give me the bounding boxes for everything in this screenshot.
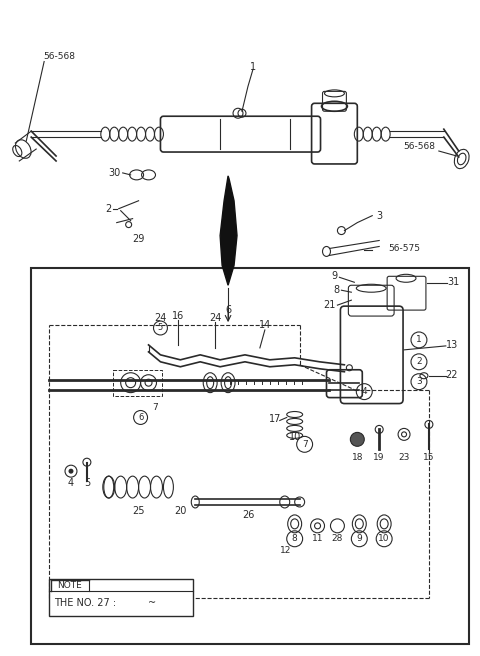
Text: 20: 20 (174, 506, 187, 516)
Text: 19: 19 (373, 453, 385, 462)
Text: 13: 13 (445, 340, 458, 350)
Text: 4: 4 (68, 478, 74, 488)
Text: 10: 10 (288, 432, 301, 442)
Text: 18: 18 (351, 453, 363, 462)
Text: 6: 6 (138, 413, 143, 422)
Text: 21: 21 (323, 300, 336, 310)
Text: 9: 9 (357, 534, 362, 543)
Text: 56-575: 56-575 (388, 244, 420, 253)
Text: 30: 30 (108, 168, 120, 178)
Polygon shape (220, 176, 237, 285)
Text: 12: 12 (280, 546, 291, 555)
Text: 25: 25 (132, 506, 145, 516)
Text: 7: 7 (302, 440, 308, 449)
FancyBboxPatch shape (49, 579, 193, 617)
Text: 56-568: 56-568 (403, 142, 435, 151)
Text: 14: 14 (259, 320, 271, 330)
Text: 1: 1 (250, 62, 256, 72)
Text: 10: 10 (378, 534, 390, 543)
Text: 2: 2 (106, 204, 112, 214)
Text: 2: 2 (416, 358, 422, 366)
Circle shape (350, 432, 364, 446)
Circle shape (69, 468, 73, 474)
Text: 1: 1 (141, 599, 146, 608)
Text: 5: 5 (158, 323, 163, 333)
Text: 31: 31 (448, 277, 460, 287)
Text: 16: 16 (172, 311, 184, 321)
Text: 17: 17 (269, 415, 281, 424)
Text: 26: 26 (242, 510, 254, 520)
Text: 9: 9 (331, 272, 337, 281)
Text: 3: 3 (376, 211, 382, 220)
Text: 22: 22 (445, 370, 458, 380)
Text: 11: 11 (312, 534, 324, 543)
Text: 56-568: 56-568 (43, 52, 75, 61)
Text: 7: 7 (153, 403, 158, 412)
Text: 23: 23 (398, 453, 410, 462)
Text: 6: 6 (225, 305, 231, 315)
Text: 24: 24 (209, 313, 221, 323)
Text: 8: 8 (333, 285, 339, 295)
Text: 5: 5 (84, 478, 90, 488)
Text: THE NO. 27 :: THE NO. 27 : (54, 598, 116, 608)
Text: NOTE: NOTE (58, 581, 83, 590)
Text: 4: 4 (361, 387, 367, 396)
Text: 10: 10 (164, 599, 173, 608)
Text: 15: 15 (423, 453, 435, 462)
Text: 3: 3 (416, 377, 422, 386)
Text: 1: 1 (416, 335, 422, 344)
Text: 24: 24 (154, 313, 167, 323)
Text: 29: 29 (132, 234, 145, 243)
Text: 28: 28 (332, 534, 343, 543)
Text: ~: ~ (148, 598, 156, 608)
Text: 8: 8 (292, 534, 298, 543)
